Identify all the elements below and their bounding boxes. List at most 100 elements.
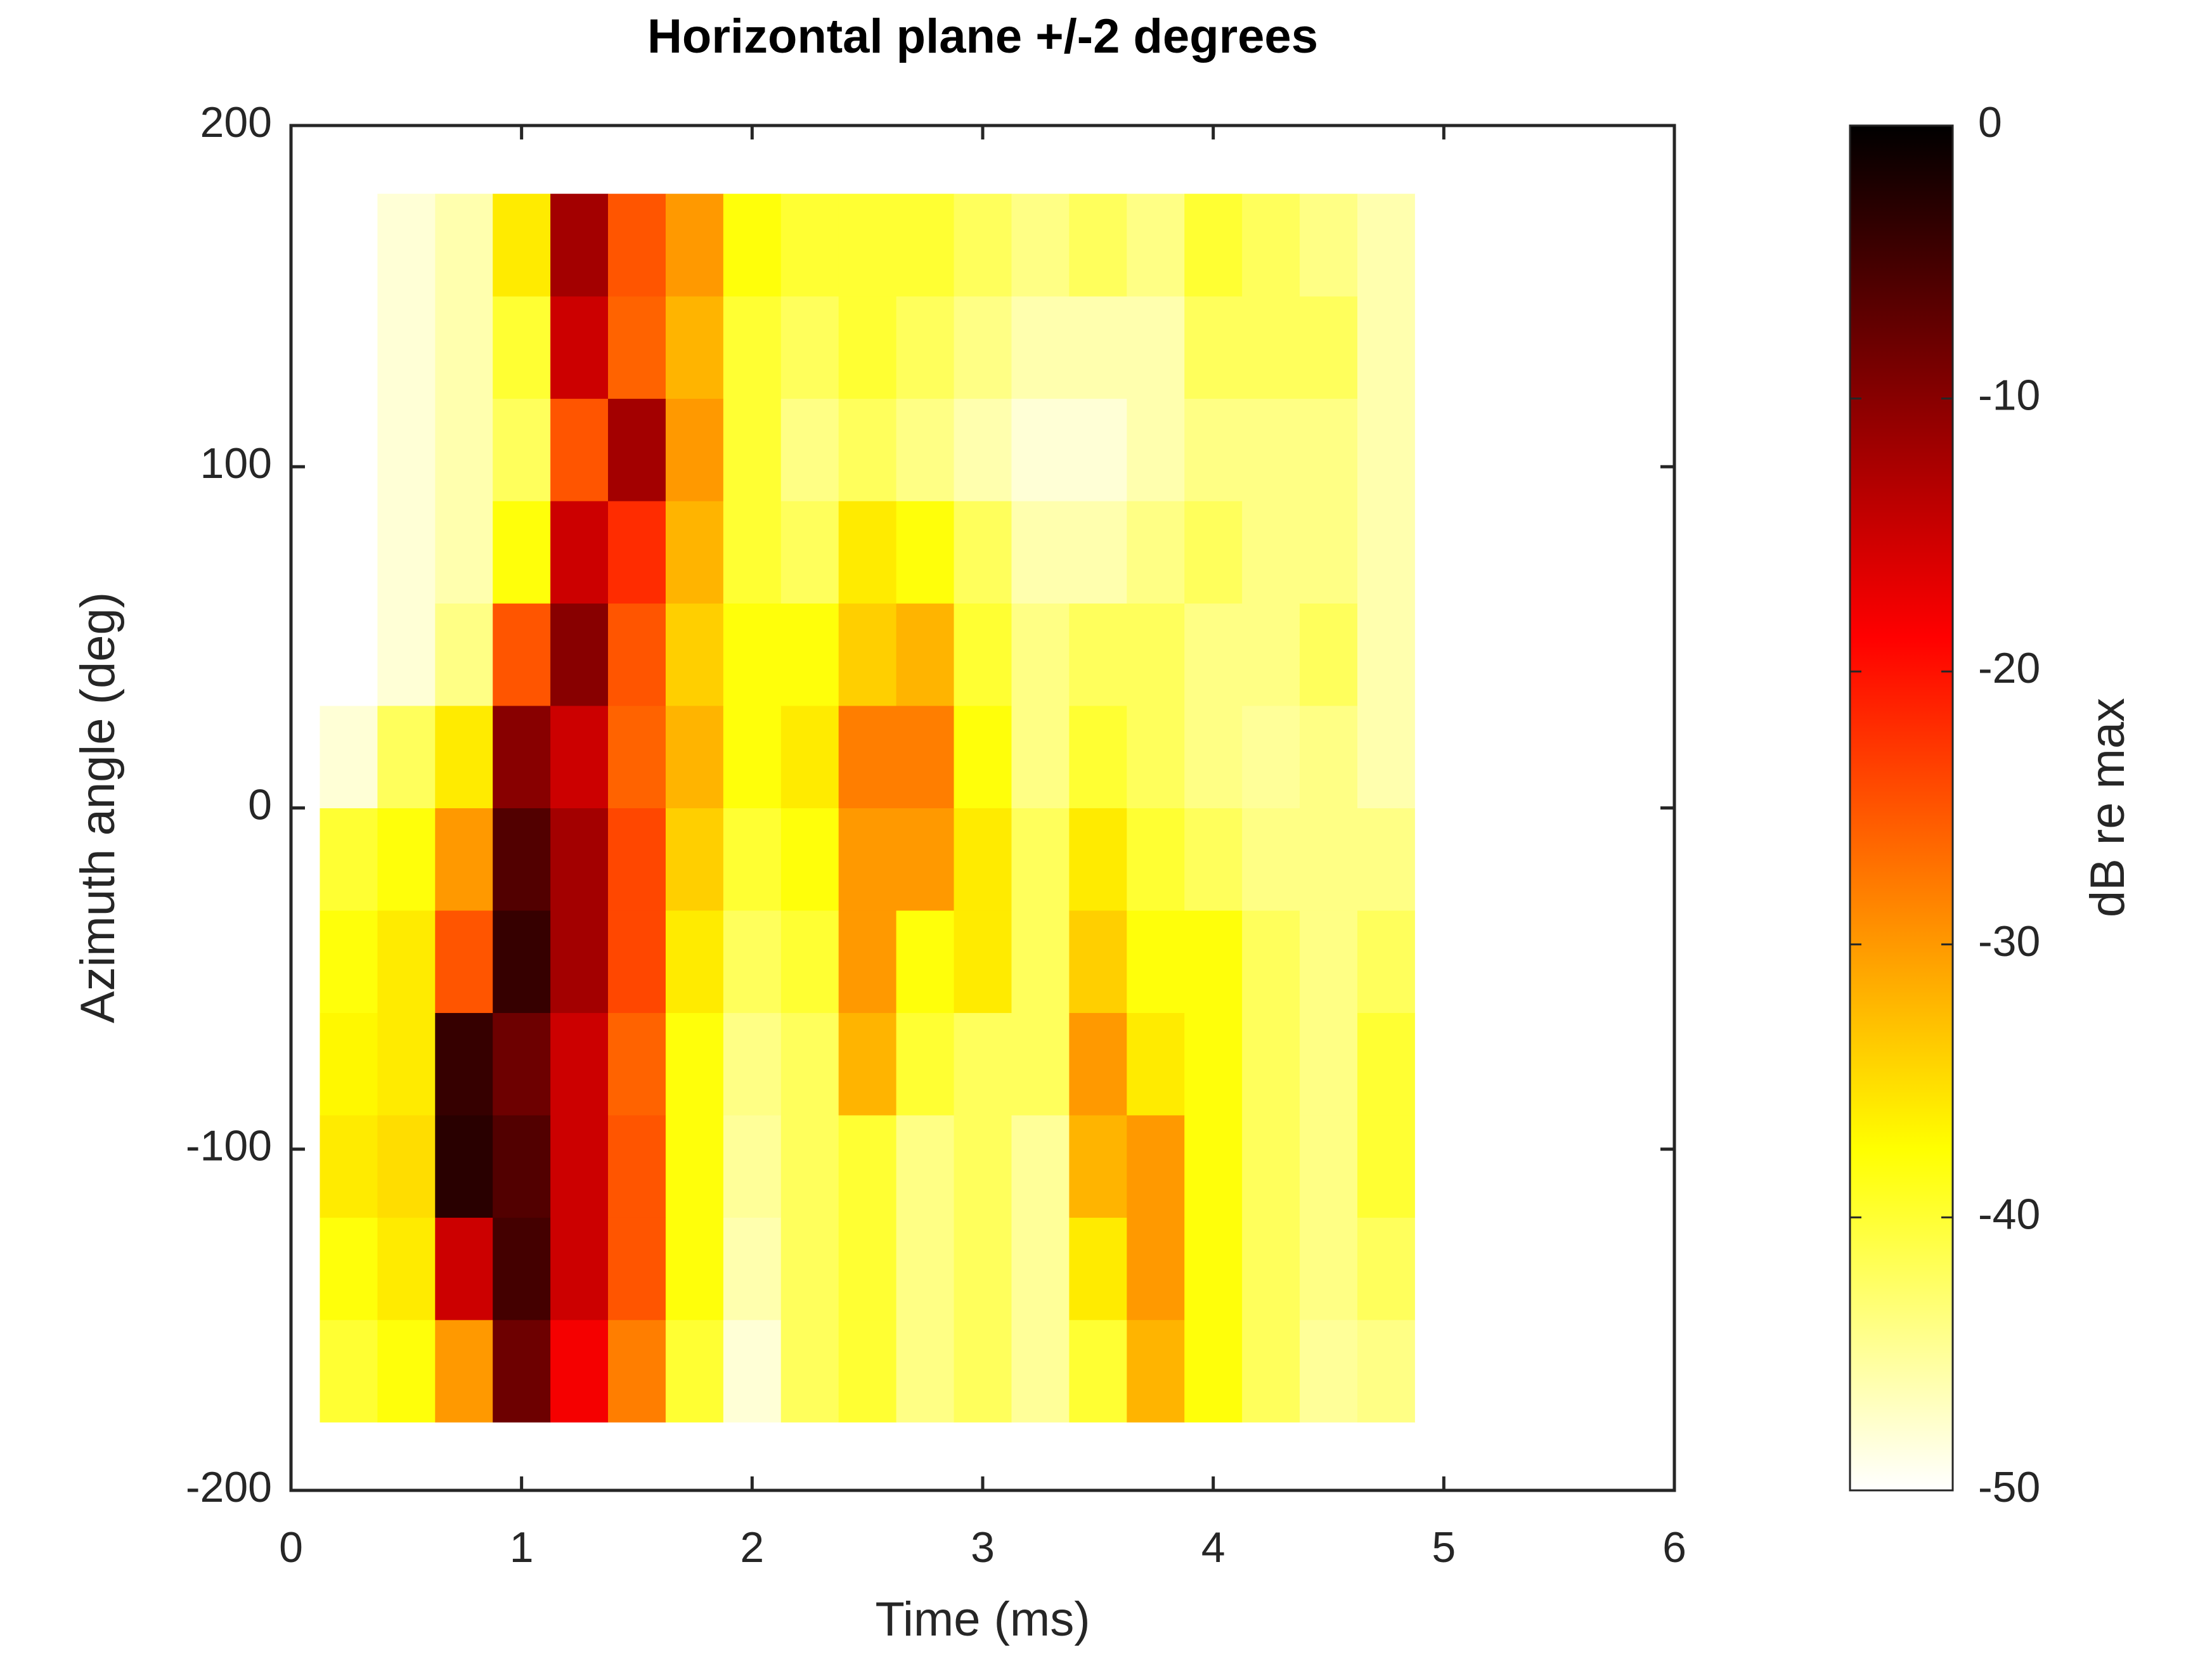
heatmap-cell: [435, 910, 493, 1013]
heatmap-cell: [838, 193, 897, 297]
heatmap-cell: [723, 1319, 782, 1423]
heatmap-cell: [1300, 808, 1358, 911]
heatmap-cell: [608, 193, 666, 297]
heatmap-cell: [493, 706, 551, 808]
heatmap-cell: [1011, 603, 1070, 706]
heatmap-cell: [493, 398, 551, 501]
heatmap-cell: [1069, 398, 1127, 501]
heatmap-cell: [1300, 706, 1358, 808]
heatmap-cell: [896, 910, 955, 1013]
y-axis-label: Azimuth angle (deg): [71, 592, 125, 1023]
heatmap-cell: [723, 1217, 782, 1320]
heatmap-cell: [1184, 501, 1243, 604]
heatmap-cell: [1414, 706, 1473, 808]
heatmap-cell: [377, 910, 436, 1013]
heatmap-cell: [1357, 296, 1416, 399]
heatmap-cell: [1069, 296, 1127, 399]
heatmap-cell: [377, 808, 436, 911]
heatmap-cell: [377, 1217, 436, 1320]
heatmap-cell: [550, 193, 609, 297]
heatmap-cell: [608, 501, 666, 604]
heatmap-cell: [608, 808, 666, 911]
heatmap-cell: [377, 1114, 436, 1218]
heatmap-cell: [896, 1114, 955, 1218]
heatmap-cell: [320, 193, 378, 297]
heatmap-cell: [320, 501, 378, 604]
heatmap-cell: [838, 1114, 897, 1218]
x-tick-label: 5: [1432, 1523, 1456, 1572]
heatmap-cell: [1357, 1319, 1416, 1423]
colorbar-label: dB re max: [2081, 698, 2135, 917]
heatmap-cell: [1357, 1012, 1416, 1116]
heatmap-cell: [1127, 193, 1185, 297]
heatmap-cell: [1357, 193, 1416, 297]
heatmap-cell: [377, 398, 436, 501]
heatmap-cell: [1300, 1319, 1358, 1423]
colorbar-tick-label: -10: [1978, 371, 2040, 420]
heatmap-cell: [896, 808, 955, 911]
heatmap-cell: [320, 1012, 378, 1116]
heatmap-cell: [954, 501, 1012, 604]
heatmap-cell: [1414, 398, 1473, 501]
heatmap-cell: [780, 1114, 839, 1218]
heatmap-cell: [320, 603, 378, 706]
heatmap-cell: [1242, 706, 1300, 808]
heatmap-cell: [896, 1012, 955, 1116]
heatmap-cell: [723, 501, 782, 604]
heatmap-cell: [550, 1319, 609, 1423]
heatmap-cell: [896, 501, 955, 604]
x-tick-label: 6: [1662, 1523, 1686, 1572]
heatmap-cell: [954, 296, 1012, 399]
x-axis-label: Time (ms): [875, 1592, 1090, 1646]
heatmap-cell: [608, 296, 666, 399]
heatmap-cell: [435, 808, 493, 911]
heatmap-cell: [493, 1319, 551, 1423]
heatmap-cell: [1184, 1217, 1243, 1320]
heatmap-cell: [838, 296, 897, 399]
heatmap-cell: [1011, 1114, 1070, 1218]
heatmap-cell: [896, 398, 955, 501]
heatmap-cell: [1357, 603, 1416, 706]
heatmap-cell: [493, 1012, 551, 1116]
heatmap-cell: [1127, 1114, 1185, 1218]
heatmap-cell: [550, 1012, 609, 1116]
heatmap-cell: [493, 501, 551, 604]
heatmap-cell: [608, 603, 666, 706]
heatmap-cell: [723, 193, 782, 297]
heatmap-cell: [1300, 1012, 1358, 1116]
heatmap-cell: [665, 808, 724, 911]
heatmap-cell: [780, 1217, 839, 1320]
x-tick-label: 3: [971, 1523, 995, 1572]
heatmap-cell: [1300, 1114, 1358, 1218]
heatmap-cell: [320, 1114, 378, 1218]
heatmap-cell: [550, 603, 609, 706]
heatmap-cell: [1357, 808, 1416, 911]
heatmap-cell: [780, 398, 839, 501]
heatmap-cell: [723, 296, 782, 399]
heatmap-cell: [665, 1114, 724, 1218]
heatmap-cell: [1127, 1319, 1185, 1423]
heatmap-cell: [1127, 501, 1185, 604]
x-tick-label: 1: [510, 1523, 534, 1572]
heatmap-cell: [723, 1114, 782, 1218]
heatmap-cell: [1069, 1217, 1127, 1320]
heatmap-cell: [1242, 1319, 1300, 1423]
heatmap-cell: [1357, 1217, 1416, 1320]
heatmap-cell: [1414, 296, 1473, 399]
heatmap-cell: [1242, 1217, 1300, 1320]
heatmap-cell: [320, 910, 378, 1013]
heatmap-cell: [1011, 296, 1070, 399]
heatmap-cell: [320, 1319, 378, 1423]
heatmap-cell: [550, 706, 609, 808]
heatmap-cell: [1184, 296, 1243, 399]
heatmap-cell: [377, 1319, 436, 1423]
heatmap-cell: [608, 1114, 666, 1218]
heatmap-cell: [1069, 603, 1127, 706]
heatmap-cell: [608, 1319, 666, 1423]
heatmap-cell: [435, 603, 493, 706]
heatmap-cell: [1011, 1012, 1070, 1116]
x-tick-label: 2: [740, 1523, 764, 1572]
heatmap-cell: [1414, 1319, 1473, 1423]
heatmap-cell: [780, 603, 839, 706]
